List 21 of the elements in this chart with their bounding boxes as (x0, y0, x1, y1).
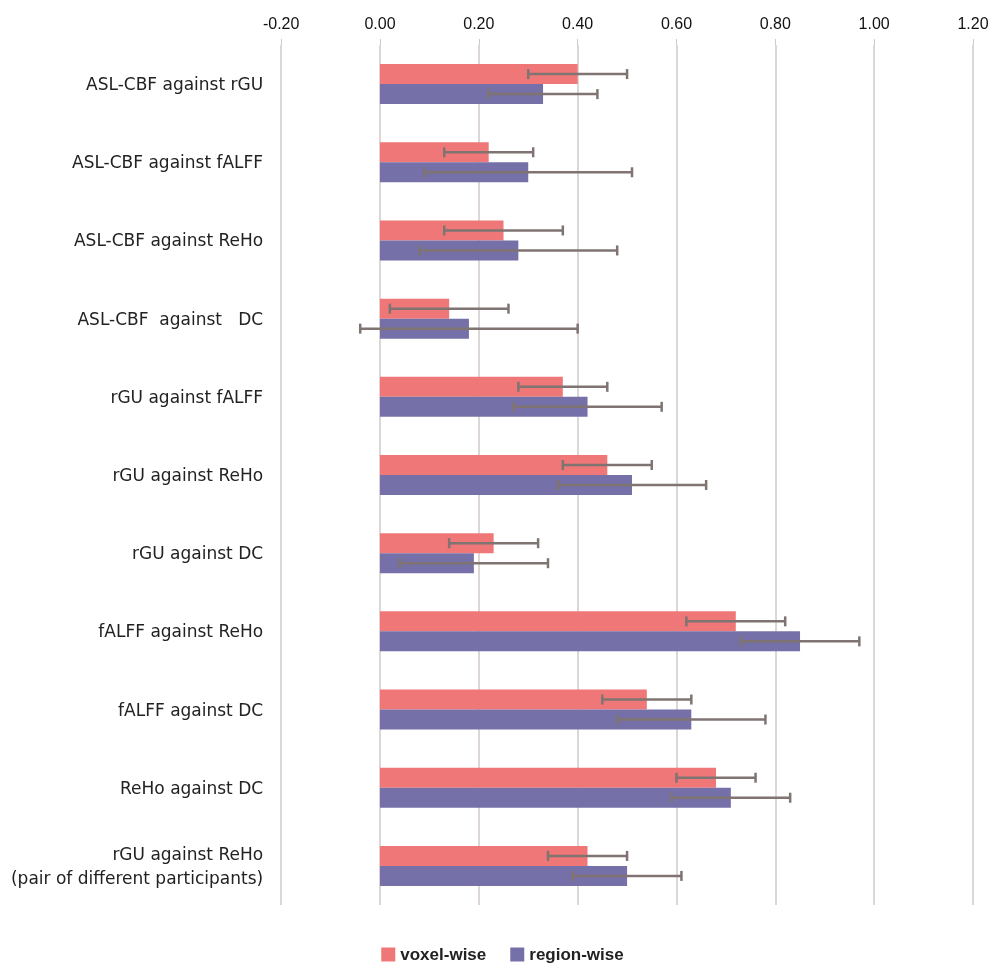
y-tick-label: fALFF against DC (118, 699, 264, 720)
y-tick-label: rGU against fALFF (110, 386, 264, 407)
y-tick-label: ASL-CBF against rGU (86, 74, 264, 95)
x-tick-label: 1.20 (957, 14, 989, 32)
x-tick-label: -0.20 (262, 14, 300, 32)
x-tick-label: 0.20 (463, 14, 495, 32)
y-tick-label: ASL-CBF against fALFF (72, 152, 264, 173)
y-tick-label: rGU against DC (132, 543, 264, 564)
y-tick-label: ASL-CBF against DC (77, 308, 264, 329)
legend-label: region-wise (529, 945, 624, 964)
y-tick-label: fALFF against ReHo (98, 621, 264, 642)
y-tick-label: ASL-CBF against ReHo (73, 230, 264, 251)
y-tick-label: rGU against ReHo (112, 465, 264, 485)
x-tick-label: 0.40 (562, 14, 594, 32)
x-tick-label: 0.80 (759, 14, 791, 32)
y-tick-label: ReHo against DC (120, 777, 264, 798)
y-tick-label: rGU against ReHo (pair of different participants) (10, 843, 264, 888)
x-tick-label: 0.60 (660, 14, 693, 32)
x-tick-label: 0.00 (364, 14, 396, 32)
x-tick-label: 1.00 (858, 14, 890, 32)
legend-label: voxel-wise (400, 945, 487, 964)
